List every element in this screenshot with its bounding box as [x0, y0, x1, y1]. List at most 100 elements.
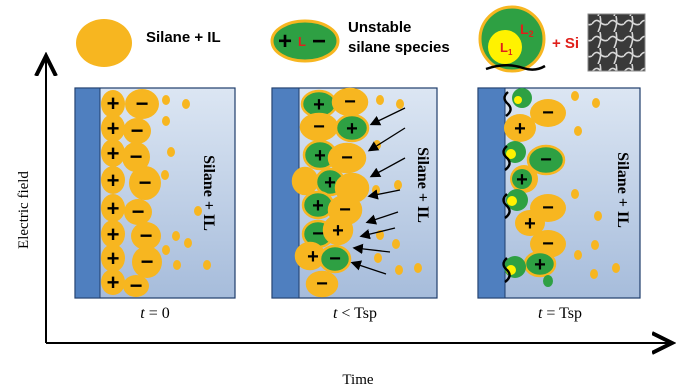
- minus-sign: −: [344, 91, 356, 113]
- plus-sign: +: [107, 141, 120, 166]
- free-ion-dot: [194, 206, 202, 216]
- ion-ellipse: [123, 275, 149, 297]
- free-ion-dot: [161, 170, 169, 180]
- plus-sign: +: [107, 270, 120, 295]
- legend: Silane + IL + L − Unstable silane specie…: [76, 5, 646, 73]
- panel-t-eq-tsp-side-label: Silane + IL: [614, 152, 631, 228]
- ion-ellipse: [101, 166, 125, 194]
- ion-ellipse: [101, 244, 125, 272]
- free-ion-dot: [592, 98, 600, 108]
- x-axis-label: Time: [342, 372, 373, 388]
- migration-arrow: [359, 227, 396, 240]
- free-ion-dot: [612, 263, 620, 273]
- free-ion-dot: [162, 95, 170, 105]
- minus-sign: −: [130, 273, 143, 298]
- minus-sign: −: [139, 170, 152, 195]
- minus-sign: −: [130, 144, 143, 169]
- ion-ellipse: [305, 270, 339, 298]
- panel-t-eq-tsp-electrode: [477, 87, 506, 299]
- legend-unstable-minus: −: [312, 28, 326, 55]
- minus-sign: −: [312, 223, 324, 245]
- adsorbed-yellow-core: [507, 196, 517, 206]
- free-ion-dot: [395, 265, 403, 275]
- minus-sign: −: [140, 223, 153, 248]
- migration-arrow: [365, 211, 399, 225]
- free-ion-dot: [167, 147, 175, 157]
- ion-ellipse: [101, 269, 125, 295]
- minus-sign: −: [542, 102, 554, 124]
- ion-ellipse: [101, 139, 125, 167]
- unstable-species-ellipse: [512, 169, 532, 189]
- plus-sign: +: [346, 118, 358, 140]
- legend-unstable-l: L: [298, 34, 306, 49]
- free-ion-dot: [590, 269, 598, 279]
- panel-t0: + − + − + − + − + − + − + − + − Silane +…: [74, 87, 236, 322]
- minus-sign: −: [339, 199, 351, 221]
- panel-t-lt-tsp-arrows: [350, 107, 406, 275]
- free-ion-dot: [574, 250, 582, 260]
- si-micrograph-image: [587, 13, 646, 72]
- legend-unstable-line1: Unstable: [348, 19, 411, 36]
- plus-sign: +: [307, 246, 319, 268]
- panel-t0-charge-signs: + − + − + − + − + − + − + − + −: [107, 91, 154, 298]
- ion-ellipse: [123, 118, 151, 144]
- migration-arrow: [369, 107, 406, 126]
- free-ion-dot: [184, 238, 192, 248]
- panel-t-lt-tsp-time-label: t < Tsp: [333, 305, 377, 322]
- free-ion-dot: [591, 240, 599, 250]
- ion-ellipse: [327, 142, 367, 174]
- unstable-species-ellipse: [543, 275, 553, 287]
- unstable-species-ellipse: [526, 144, 566, 176]
- panel-t0-time-label: t = 0: [140, 305, 169, 322]
- panel-t-eq-tsp-free-ions: [571, 91, 620, 279]
- legend-l1-label: L1: [500, 40, 513, 57]
- ion-ellipse: [101, 90, 125, 118]
- minus-sign: −: [313, 116, 325, 138]
- free-ion-dot: [374, 253, 382, 263]
- free-ion-dot: [162, 116, 170, 126]
- plus-sign: +: [514, 118, 526, 140]
- minus-sign: −: [131, 118, 144, 143]
- y-axis-label: Electric field: [16, 171, 32, 249]
- legend-plus-si-label: + Si: [552, 35, 579, 52]
- minus-sign: −: [542, 197, 554, 219]
- panel-t0-electrode: [74, 87, 101, 299]
- panel-t-eq-tsp: − + − + − + − + Silane + IL t = Tsp: [477, 87, 641, 322]
- plus-sign: +: [107, 222, 120, 247]
- free-ion-dot: [396, 99, 404, 109]
- si-deposit-curve: [503, 91, 512, 117]
- legend-si-attachment-curve: [485, 64, 546, 71]
- migration-arrow: [367, 189, 401, 200]
- free-ion-dot: [414, 263, 422, 273]
- legend-silane-il-ellipse: [76, 19, 132, 67]
- minus-sign: −: [132, 199, 145, 224]
- plus-sign: +: [107, 196, 120, 221]
- migration-arrow: [352, 243, 391, 255]
- migration-arrow: [367, 127, 406, 152]
- plus-sign: +: [312, 195, 324, 217]
- plus-sign: +: [516, 169, 528, 191]
- ion-ellipse: [129, 166, 161, 200]
- adsorbed-yellow-core: [514, 96, 522, 104]
- panel-t-lt-tsp-side-label: Silane + IL: [414, 147, 431, 223]
- plus-sign: +: [332, 220, 344, 242]
- minus-sign: −: [540, 149, 552, 171]
- ion-ellipse: [101, 194, 125, 222]
- ion-ellipse: [122, 142, 150, 172]
- free-ion-dot: [162, 245, 170, 255]
- ion-ellipse: [124, 199, 152, 225]
- si-deposit-curve: [502, 257, 511, 283]
- ion-ellipse: [504, 114, 536, 142]
- unstable-species-ellipse: [318, 244, 352, 274]
- panel-t-eq-tsp-si-curves: [502, 91, 512, 283]
- unstable-species-ellipse: [334, 113, 370, 143]
- ion-ellipse: [125, 89, 159, 119]
- plus-sign: +: [107, 246, 120, 271]
- panel-t0-side-label: Silane + IL: [200, 155, 217, 231]
- ion-ellipse: [291, 166, 319, 196]
- plus-sign: +: [314, 145, 326, 167]
- free-ion-dot: [182, 99, 190, 109]
- adsorbed-yellow-core: [506, 149, 516, 159]
- free-ion-dot: [394, 180, 402, 190]
